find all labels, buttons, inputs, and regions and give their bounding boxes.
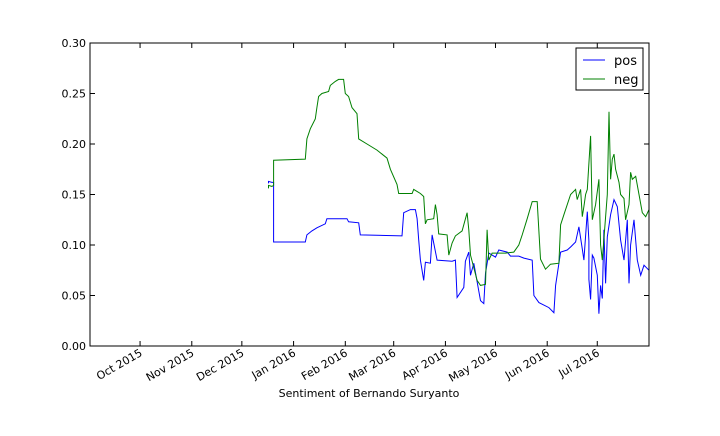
y-tick-label: 0.30 — [62, 37, 87, 50]
x-tick-label: Mar 2016 — [346, 346, 398, 383]
x-tick-label: Jun 2016 — [502, 346, 552, 382]
x-tick-label: Feb 2016 — [299, 346, 350, 383]
x-tick-label: Jul 2016 — [556, 346, 602, 380]
y-tick-label: 0.15 — [62, 189, 87, 202]
y-tick-label: 0.25 — [62, 88, 87, 101]
legend-label-neg: neg — [614, 73, 639, 88]
x-tick-label: Dec 2015 — [194, 346, 246, 384]
y-tick-label: 0.00 — [62, 340, 87, 353]
x-tick-label: Apr 2016 — [400, 346, 450, 383]
y-tick-label: 0.20 — [62, 138, 87, 151]
x-tick-label: Jan 2016 — [249, 346, 298, 382]
series-line-neg — [268, 78, 650, 286]
y-tick-label: 0.10 — [62, 239, 87, 252]
plot-frame — [89, 42, 650, 347]
x-tick-label: Nov 2015 — [144, 346, 196, 384]
x-axis-label: Sentiment of Bernando Suryanto — [279, 387, 460, 400]
y-tick-label: 0.05 — [62, 290, 87, 303]
legend-box — [575, 47, 644, 91]
plot-area — [268, 78, 650, 314]
series-line-pos — [268, 180, 650, 314]
axis-ticks: 0.00 0.05 0.10 0.15 0.20 0.25 0.30 Oct 2015 Nov … — [62, 37, 649, 385]
legend: pos neg — [575, 47, 644, 91]
x-tick-label: May 2016 — [447, 346, 500, 384]
legend-label-pos: pos — [614, 54, 637, 69]
x-tick-label: Oct 2015 — [94, 346, 144, 383]
